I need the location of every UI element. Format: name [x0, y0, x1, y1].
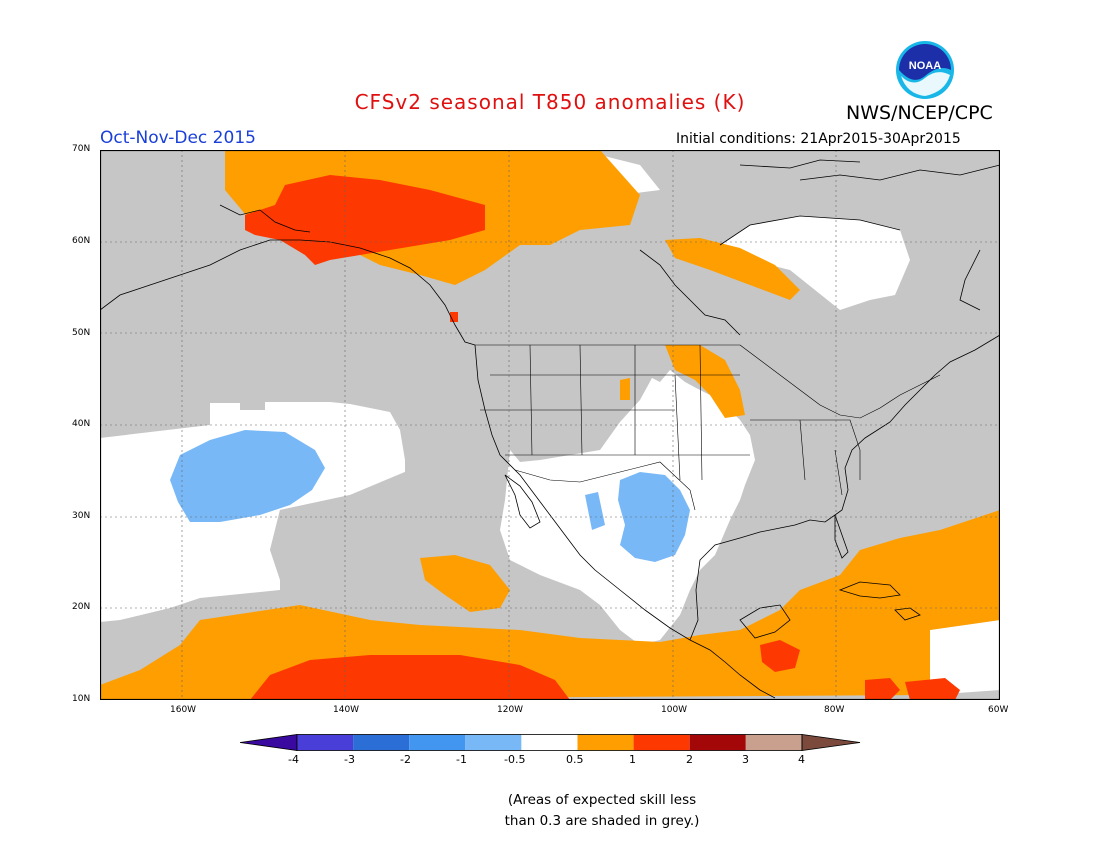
lat-label: 10N	[72, 694, 91, 704]
lon-label: 80W	[824, 705, 845, 715]
noaa-logo-text: NOAA	[909, 60, 941, 72]
colorbar-label: 3	[742, 753, 749, 766]
colorbar-label: -0.5	[504, 753, 526, 766]
noaa-logo: NOAA	[895, 40, 955, 100]
anomaly-map	[100, 150, 1000, 700]
colorbar-label: -2	[400, 753, 411, 766]
lat-label: 70N	[72, 144, 91, 154]
map-title: CFSv2 seasonal T850 anomalies (K)	[354, 90, 746, 114]
lon-label: 120W	[497, 705, 524, 715]
agency-label: NWS/NCEP/CPC	[846, 102, 993, 124]
colorbar	[240, 734, 861, 751]
colorbar-arrow-low	[240, 734, 298, 751]
lat-label: 20N	[72, 602, 91, 612]
low-skill-pacific-wedge	[270, 472, 430, 565]
lon-label: 140W	[333, 705, 360, 715]
political-borders	[475, 344, 941, 511]
period-label: Oct-Nov-Dec 2015	[100, 128, 256, 148]
lat-label: 60N	[72, 236, 91, 246]
colorbar-segment	[633, 734, 690, 751]
colorbar-segment	[297, 734, 354, 751]
colorbar-label: -4	[288, 753, 299, 766]
colorbar-segment	[465, 734, 522, 751]
lon-label: 100W	[661, 705, 688, 715]
colorbar-segment	[689, 734, 746, 751]
skill-note: (Areas of expected skill less than 0.3 a…	[504, 792, 700, 829]
colorbar-label: 0.5	[566, 753, 584, 766]
lat-label: 50N	[72, 328, 91, 338]
colorbar-label: 1	[629, 753, 636, 766]
lat-label: 30N	[72, 511, 91, 521]
graticule	[100, 150, 1000, 700]
lat-label: 40N	[72, 419, 91, 429]
map-frame	[100, 150, 1000, 700]
colorbar-segment	[521, 734, 578, 751]
colorbar-segment	[409, 734, 466, 751]
colorbar-label: 4	[798, 753, 805, 766]
colorbar-label: 2	[686, 753, 693, 766]
colorbar-segment	[353, 734, 410, 751]
cool-anomaly-regions	[170, 430, 690, 562]
colorbar-segment	[745, 734, 802, 751]
colorbar-label: -3	[344, 753, 355, 766]
lon-label: 60W	[988, 705, 1009, 715]
colorbar-segment	[577, 734, 634, 751]
strong-warm-anomaly-regions	[245, 175, 960, 700]
initial-conditions-label: Initial conditions: 21Apr2015-30Apr2015	[676, 131, 961, 147]
colorbar-label: -1	[456, 753, 467, 766]
lon-label: 160W	[170, 705, 197, 715]
colorbar-arrow-high	[801, 734, 861, 751]
